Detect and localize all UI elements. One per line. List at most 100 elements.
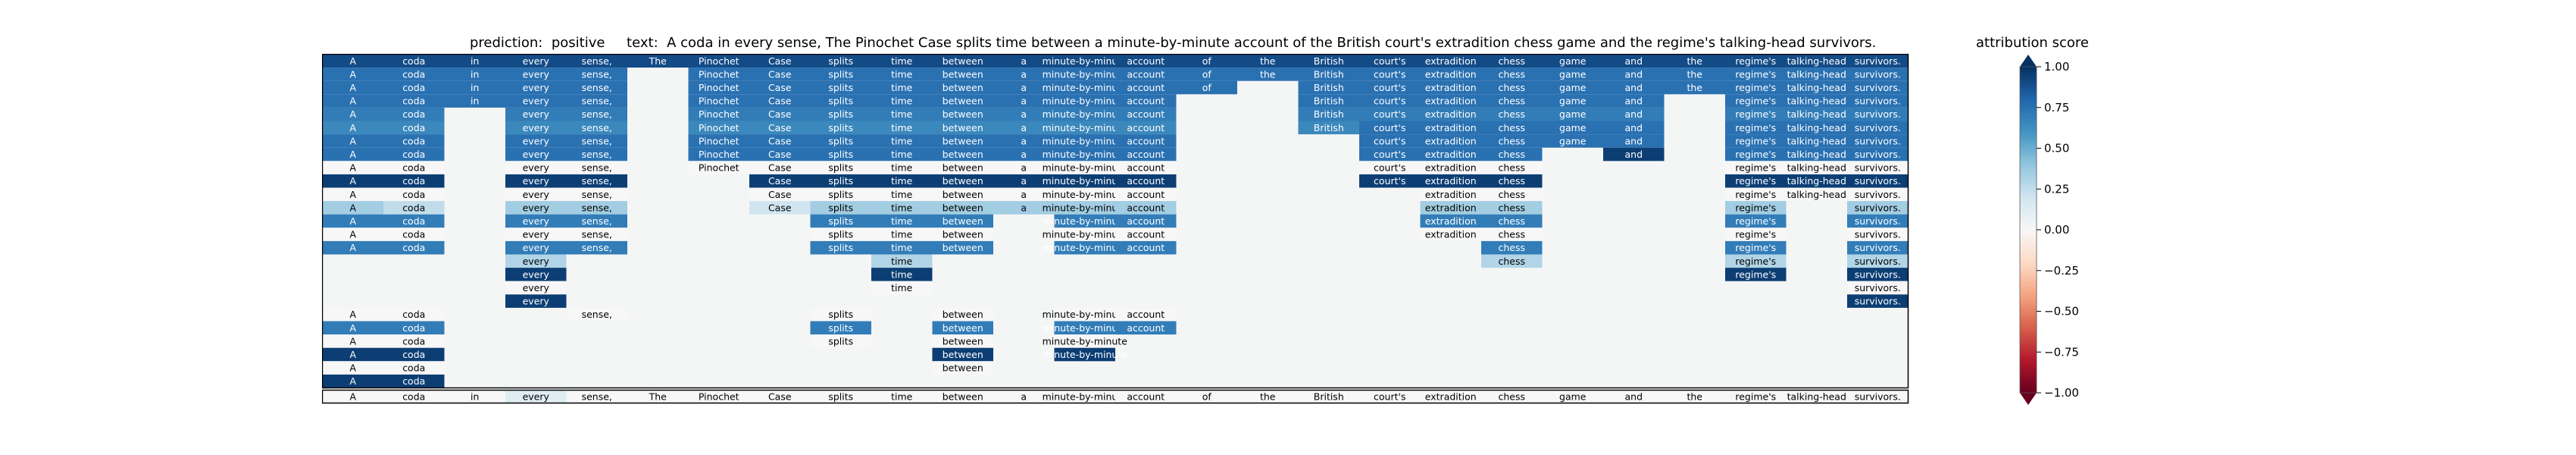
reference-cell	[993, 390, 1055, 403]
heatmap-cell	[1176, 67, 1237, 81]
cell-token-label: talking-head	[1787, 82, 1846, 93]
heatmap-cell	[1725, 201, 1787, 215]
heatmap-cell	[566, 107, 627, 121]
heatmap-cell	[383, 187, 445, 202]
cell-token-label: chess	[1498, 202, 1525, 213]
cell-token-label: coda	[402, 108, 425, 120]
cell-token-label: between	[943, 96, 983, 107]
heatmap-cell	[1298, 67, 1359, 81]
prediction-value: positive	[551, 35, 605, 51]
cell-token-label: sense,	[582, 175, 612, 187]
heatmap-cell	[810, 121, 871, 135]
heatmap-cell	[566, 240, 627, 255]
cell-token-label: extradition	[1425, 122, 1477, 133]
heatmap-cell	[322, 334, 383, 348]
cell-token-label: a	[1021, 68, 1027, 80]
cell-token-label: game	[1559, 108, 1587, 120]
cell-token-label: game	[1559, 122, 1587, 133]
colorbar-tick-label: 0.25	[2044, 182, 2069, 196]
heatmap-cell	[1847, 254, 1909, 268]
cell-token-label: a	[1021, 135, 1027, 146]
heatmap-cell	[810, 228, 871, 241]
heatmap-cell	[322, 94, 383, 108]
cell-token-label: every	[523, 229, 550, 240]
cell-token-label: regime's	[1735, 175, 1776, 187]
heatmap-cell	[810, 214, 871, 228]
cell-token-label: Case	[768, 135, 792, 146]
heatmap-cell	[932, 54, 993, 68]
cell-token-label: splits	[828, 162, 853, 174]
cell-token-label: every	[523, 149, 550, 160]
colorbar-segment	[2020, 275, 2037, 280]
heatmap-cell	[1481, 201, 1543, 215]
heatmap-cell	[322, 347, 383, 362]
reference-cell	[505, 390, 567, 403]
cell-token-label: sense,	[582, 189, 612, 200]
heatmap-cell	[505, 94, 567, 108]
cell-token-label: minute-by-minute	[1043, 122, 1128, 133]
cell-token-label: between	[943, 82, 983, 93]
colorbar-segment	[2020, 145, 2037, 149]
heatmap-cell	[688, 134, 749, 148]
cell-token-label: time	[891, 282, 913, 293]
cell-token-label: extradition	[1425, 175, 1477, 187]
heatmap-cell	[871, 254, 933, 268]
cell-token-label: every	[523, 122, 550, 133]
colorbar-segment	[2020, 316, 2037, 320]
colorbar-segment	[2020, 67, 2037, 71]
cell-token-label: between	[943, 68, 983, 80]
cell-token-label: time	[891, 202, 913, 213]
cell-token-label: time	[891, 229, 913, 240]
colorbar-segment	[2020, 278, 2037, 282]
cell-token-label: splits	[828, 189, 853, 200]
heatmap-cell	[1298, 94, 1359, 108]
heatmap-cell	[505, 201, 567, 215]
colorbar-segment	[2020, 137, 2037, 141]
heatmap-cell	[322, 107, 383, 121]
cell-token-label: account	[1127, 215, 1165, 227]
cell-token-label: extradition	[1425, 162, 1477, 174]
colorbar-segment	[2020, 384, 2037, 388]
heatmap-cell	[1603, 121, 1665, 135]
cell-token-label: A	[349, 229, 356, 240]
colorbar-segment	[2020, 191, 2037, 196]
heatmap-cell	[1054, 161, 1115, 174]
colorbar-segment	[2020, 251, 2037, 255]
colorbar-segment	[2020, 140, 2037, 143]
heatmap-cell	[1603, 67, 1665, 81]
cell-token-label: game	[1559, 135, 1587, 146]
cell-token-label: survivors.	[1855, 242, 1901, 253]
colorbar-segment	[2020, 134, 2037, 138]
colorbar-segment	[2020, 235, 2037, 239]
heatmap-cell	[688, 54, 749, 68]
colorbar-segment	[2020, 158, 2037, 163]
cell-token-label: time	[891, 96, 913, 107]
colorbar-segment	[2020, 83, 2037, 86]
colorbar-segment	[2020, 322, 2037, 326]
colorbar-segment	[2020, 224, 2037, 228]
cell-token-label: survivors.	[1855, 82, 1901, 93]
colorbar-tick-label: −0.25	[2044, 264, 2079, 278]
heatmap-cell	[322, 214, 383, 228]
heatmap-cell	[1115, 147, 1177, 162]
heatmap-cell	[1786, 107, 1847, 121]
heatmap-cell	[1359, 147, 1421, 162]
cell-token-label: between	[943, 335, 983, 347]
cell-token-label: sense,	[582, 135, 612, 146]
cell-token-label: coda	[402, 309, 425, 320]
heatmap-cell	[1115, 174, 1177, 188]
heatmap-cell	[1115, 321, 1177, 335]
heatmap-cell	[749, 161, 811, 174]
heatmap-cell	[322, 374, 383, 388]
reference-token-label: a	[1021, 391, 1027, 403]
cell-token-label: every	[523, 162, 550, 174]
cell-token-label: every	[523, 268, 550, 280]
cell-token-label: splits	[828, 82, 853, 93]
cell-token-label: chess	[1498, 162, 1525, 174]
heatmap-cell	[932, 94, 993, 108]
heatmap-cell	[932, 347, 993, 362]
cell-token-label: time	[891, 189, 913, 200]
heatmap-cell	[1481, 80, 1543, 95]
heatmap-cell	[383, 240, 445, 255]
colorbar-segment	[2020, 91, 2037, 95]
